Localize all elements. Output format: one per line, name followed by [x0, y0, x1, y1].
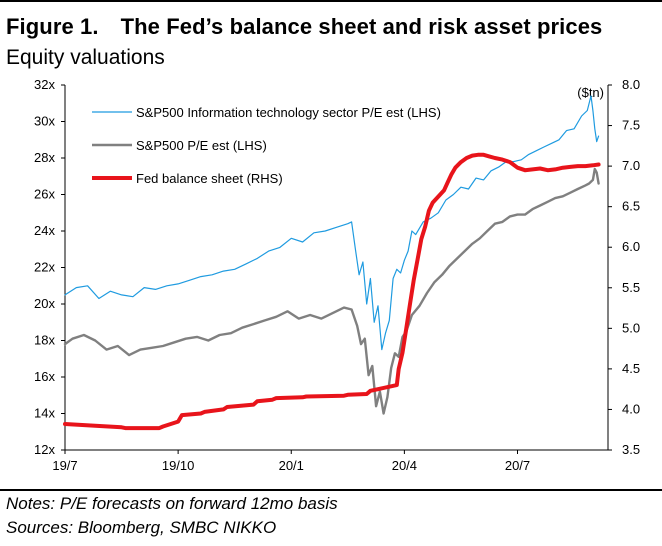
y-right-unit-label: ($tn) — [577, 85, 604, 100]
notes-line: Notes: P/E forecasts on forward 12mo bas… — [6, 494, 338, 513]
y-left-tick-label: 20x — [34, 296, 55, 311]
y-left-tick-label: 12x — [34, 442, 55, 457]
y-left-tick-label: 28x — [34, 150, 55, 165]
y-left-tick-label: 16x — [34, 369, 55, 384]
axes: 12x 14x 16x 18x 20x 22x 24x 26x 28x 30x 32x 3.5 4.0 4… — [34, 77, 640, 473]
y-left-tick-label: 24x — [34, 223, 55, 238]
figure-title: Figure 1. The Fed’s balance sheet and ris… — [6, 14, 602, 40]
figure-subtitle: Equity valuations — [6, 46, 165, 69]
x-tick-label: 20/1 — [279, 458, 304, 473]
bottom-rule — [0, 489, 662, 491]
y-left-tick-label: 30x — [34, 114, 55, 129]
y-right-tick-label: 5.0 — [622, 320, 640, 335]
y-left-tick-label: 18x — [34, 333, 55, 348]
legend-label: S&P500 Information technology sector P/E… — [136, 105, 441, 120]
series-line-it-pe — [64, 95, 600, 351]
y-right-tick-label: 6.0 — [622, 239, 640, 254]
x-tick-label: 19/10 — [162, 458, 195, 473]
legend-label: Fed balance sheet (RHS) — [136, 171, 283, 186]
series-layer — [63, 95, 601, 431]
legend: S&P500 Information technology sector P/E… — [92, 105, 441, 186]
y-left-tick-label: 32x — [34, 77, 55, 92]
sources-line: Sources: Bloomberg, SMBC NIKKO — [6, 518, 277, 537]
y-left-tick-label: 26x — [34, 187, 55, 202]
figure-title-text: The Fed’s balance sheet and risk asset p… — [120, 14, 603, 39]
figure-label: Figure 1. — [6, 14, 99, 39]
y-left-tick-label: 22x — [34, 260, 55, 275]
y-right-tick-label: 5.5 — [622, 280, 640, 295]
y-right-tick-label: 7.0 — [622, 158, 640, 173]
chart: 12x 14x 16x 18x 20x 22x 24x 26x 28x 30x 32x 3.5 4.0 4… — [34, 77, 640, 473]
y-right-tick-label: 6.5 — [622, 199, 640, 214]
y-left-tick-label: 14x — [34, 406, 55, 421]
x-tick-label: 20/7 — [505, 458, 530, 473]
y-right-tick-label: 3.5 — [622, 442, 640, 457]
y-right-tick-label: 4.5 — [622, 361, 640, 376]
series-line-sp500-pe — [63, 167, 600, 415]
x-tick-label: 19/7 — [52, 458, 77, 473]
title-bar: Figure 1. The Fed’s balance sheet and ris… — [0, 0, 662, 75]
y-right-tick-label: 8.0 — [622, 77, 640, 92]
y-right-tick-label: 4.0 — [622, 401, 640, 416]
legend-label: S&P500 P/E est (LHS) — [136, 138, 267, 153]
top-rule — [0, 0, 662, 2]
x-tick-label: 20/4 — [392, 458, 417, 473]
y-right-tick-label: 7.5 — [622, 118, 640, 133]
series-line-fed-balance-sheet — [63, 152, 601, 431]
